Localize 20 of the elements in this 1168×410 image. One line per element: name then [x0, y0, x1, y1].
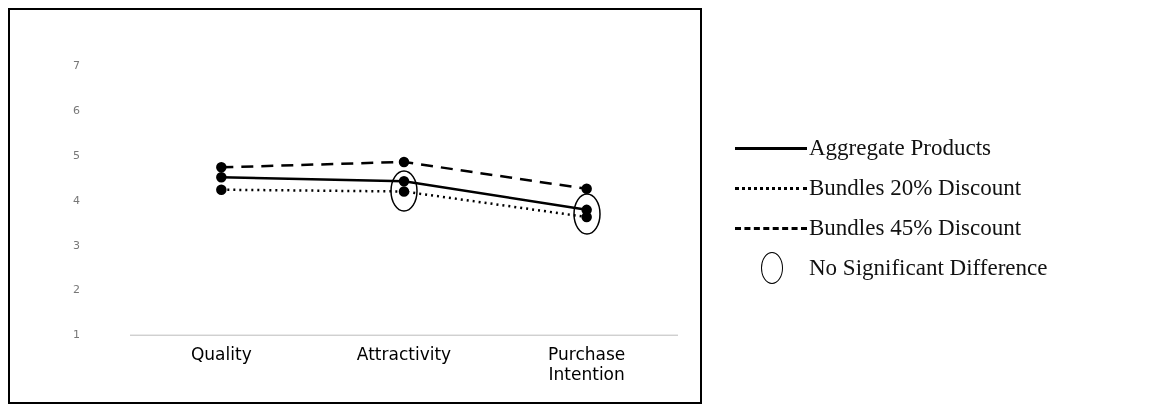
y-tick-label: 3 — [73, 238, 80, 252]
point — [581, 183, 592, 195]
y-tick-label: 1 — [73, 328, 80, 342]
legend-label: Aggregate Products — [809, 135, 992, 161]
point — [398, 156, 410, 168]
x-tick-label: Quality — [190, 343, 252, 364]
point — [398, 175, 410, 187]
y-tick-label: 4 — [73, 193, 80, 207]
point — [216, 171, 227, 183]
y-tick-label: 5 — [73, 148, 80, 162]
y-tick-label: 7 — [73, 59, 80, 73]
x-tick-label: Purchase Intention — [548, 343, 626, 385]
x-tick-label: Attractivity — [356, 343, 452, 364]
y-tick-label: 6 — [73, 104, 80, 118]
point — [216, 162, 227, 173]
legend-label: Bundles 20% Discount — [809, 175, 1022, 201]
y-tick-label: 2 — [73, 283, 80, 297]
text: No Significant Difference — [809, 255, 1048, 281]
point — [216, 184, 227, 195]
legend-label: Bundles 45% Discount — [809, 215, 1022, 241]
